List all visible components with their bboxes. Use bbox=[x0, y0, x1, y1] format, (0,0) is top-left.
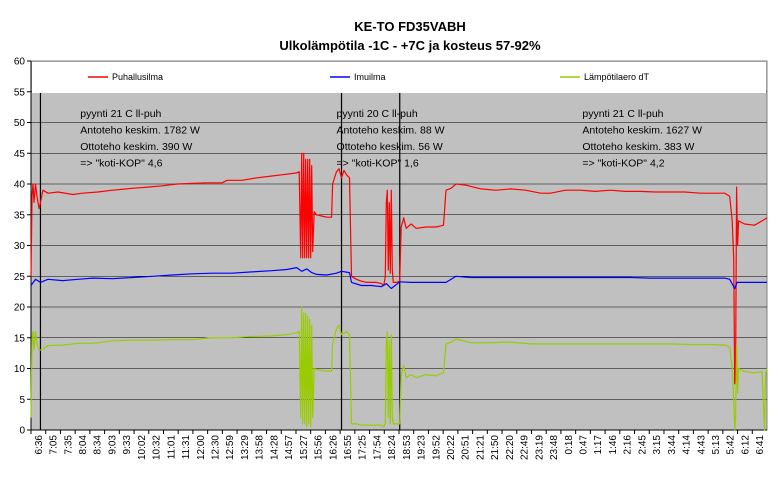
series-line-2 bbox=[30, 306, 768, 431]
legend-label-1: Imuilma bbox=[354, 72, 386, 82]
x-tick-label: 6:12 bbox=[740, 435, 751, 455]
x-tick-label: 18:24 bbox=[387, 435, 398, 460]
x-tick-label: 3:15 bbox=[652, 435, 663, 455]
x-tick-label: 15:27 bbox=[299, 435, 310, 460]
x-tick-label: 11:01 bbox=[166, 435, 177, 460]
x-tick-label: 1:46 bbox=[608, 435, 619, 455]
x-tick-label: 19:23 bbox=[417, 435, 428, 460]
x-tick-label: 2:16 bbox=[623, 435, 634, 455]
x-tick-label: 11:31 bbox=[181, 435, 192, 460]
x-tick-label: 16:55 bbox=[343, 435, 354, 460]
x-tick-label: 20:22 bbox=[446, 435, 457, 460]
x-tick-label: 23:19 bbox=[534, 435, 545, 460]
y-tick-label: 45 bbox=[14, 149, 26, 160]
x-tick-label: 12:59 bbox=[225, 435, 236, 460]
x-tick-label: 0:18 bbox=[564, 435, 575, 455]
series-line-1 bbox=[30, 267, 767, 290]
y-tick-label: 20 bbox=[14, 303, 26, 314]
legend-label-2: Lämpötilaero dT bbox=[584, 72, 650, 82]
x-tick-label: 22:49 bbox=[520, 435, 531, 460]
x-tick-label: 7:05 bbox=[49, 435, 60, 455]
y-tick-label: 55 bbox=[14, 87, 26, 98]
x-tick-label: 10:02 bbox=[137, 435, 148, 460]
annotation-period-2-line: => "koti-KOP" 1,6 bbox=[337, 158, 419, 170]
x-tick-label: 15:56 bbox=[314, 435, 325, 460]
x-tick-label: 13:29 bbox=[240, 435, 251, 460]
x-tick-label: 3:44 bbox=[667, 435, 678, 455]
x-tick-label: 13:58 bbox=[255, 435, 266, 460]
x-tick-label: 8:34 bbox=[93, 435, 104, 455]
x-tick-label: 14:28 bbox=[269, 435, 280, 460]
x-tick-label: 21:21 bbox=[475, 435, 486, 460]
annotation-period-3-line: pyynti 21 C ll-puh bbox=[582, 108, 663, 120]
y-tick-label: 35 bbox=[14, 210, 26, 221]
x-tick-label: 6:36 bbox=[34, 435, 45, 455]
x-tick-label: 18:53 bbox=[402, 435, 413, 460]
x-tick-label: 12:00 bbox=[196, 435, 207, 460]
x-tick-label: 9:03 bbox=[107, 435, 118, 455]
y-tick-label: 0 bbox=[19, 426, 25, 437]
series-line-0 bbox=[30, 152, 768, 385]
x-axis: 6:36 7:05 7:35 8:04 8:34 9:03 9:33 10:02 10:32 11… bbox=[30, 429, 767, 460]
annotation-period-3-line: => "koti-KOP" 4,2 bbox=[582, 158, 664, 170]
x-tick-label: 4:14 bbox=[682, 435, 693, 455]
annotation-period-2-line: Ottoteho keskim. 56 W bbox=[337, 141, 443, 153]
x-tick-label: 16:26 bbox=[328, 435, 339, 460]
x-tick-label: 9:33 bbox=[122, 435, 133, 455]
x-tick-label: 22:20 bbox=[505, 435, 516, 460]
chart-title: KE-TO FD35VABH bbox=[354, 19, 465, 34]
x-tick-label: 20:51 bbox=[461, 435, 472, 460]
x-tick-label: 6:41 bbox=[755, 435, 766, 455]
x-tick-label: 19:52 bbox=[431, 435, 442, 460]
x-tick-label: 4:43 bbox=[696, 435, 707, 455]
chart-subtitle: Ulkolämpötila -1C - +7C ja kosteus 57-92… bbox=[279, 38, 541, 53]
annotation-period-1-line: Antoteho keskim. 1782 W bbox=[80, 125, 200, 137]
annotations: pyynti 21 C ll-puh Antoteho keskim. 1782 … bbox=[80, 108, 702, 170]
y-tick-label: 25 bbox=[14, 272, 26, 283]
x-tick-label: 17:54 bbox=[372, 435, 383, 460]
x-tick-label: 2:45 bbox=[637, 435, 648, 455]
x-tick-label: 7:35 bbox=[63, 435, 74, 455]
y-tick-label: 40 bbox=[14, 180, 26, 191]
x-tick-label: 0:47 bbox=[579, 435, 590, 455]
y-tick-label: 5 bbox=[19, 395, 25, 406]
annotation-period-1-line: => "koti-KOP" 4,6 bbox=[80, 158, 162, 170]
annotation-period-2-line: pyynti 20 C ll-puh bbox=[337, 108, 418, 120]
x-tick-label: 5:42 bbox=[726, 435, 737, 455]
x-tick-label: 1:17 bbox=[593, 435, 604, 455]
annotation-period-1-line: pyynti 21 C ll-puh bbox=[80, 108, 161, 120]
legend-box bbox=[32, 62, 766, 93]
x-tick-label: 14:57 bbox=[284, 435, 295, 460]
annotation-period-2-line: Antoteho keskim. 88 W bbox=[337, 125, 445, 137]
x-tick-label: 12:30 bbox=[211, 435, 222, 460]
annotation-period-1-line: Ottoteho keskim. 390 W bbox=[80, 141, 192, 153]
legend: Puhallusilma Imuilma Lämpötilaero dT bbox=[88, 72, 650, 82]
x-tick-label: 23:48 bbox=[549, 435, 560, 460]
x-tick-label: 21:50 bbox=[490, 435, 501, 460]
legend-label-0: Puhallusilma bbox=[112, 72, 163, 82]
y-tick-label: 50 bbox=[14, 118, 26, 129]
grid-lines bbox=[31, 91, 767, 400]
annotation-period-3-line: Ottoteho keskim. 383 W bbox=[582, 141, 694, 153]
x-tick-label: 17:25 bbox=[358, 435, 369, 460]
series-lines bbox=[30, 152, 768, 431]
y-axis: 0 5 10 15 20 25 30 35 40 45 50 55 60 bbox=[14, 57, 32, 437]
annotation-period-3-line: Antoteho keskim. 1627 W bbox=[582, 125, 702, 137]
y-tick-label: 30 bbox=[14, 241, 26, 252]
x-tick-label: 5:13 bbox=[711, 435, 722, 455]
y-tick-label: 15 bbox=[14, 333, 26, 344]
x-tick-label: 8:04 bbox=[78, 435, 89, 455]
y-tick-label: 60 bbox=[14, 57, 26, 68]
x-tick-label: 10:32 bbox=[152, 435, 163, 460]
y-tick-label: 10 bbox=[14, 364, 26, 375]
